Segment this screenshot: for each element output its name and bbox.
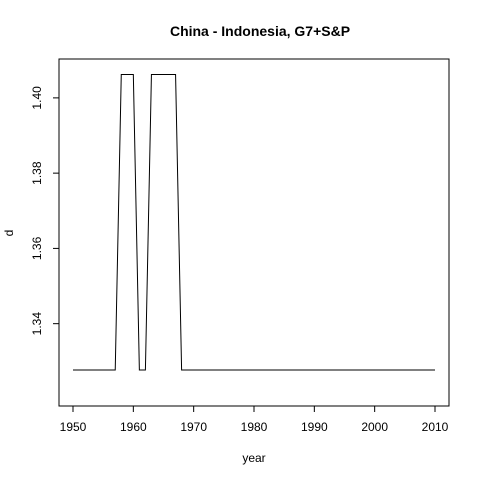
chart-title: China - Indonesia, G7+S&P	[170, 23, 350, 39]
y-axis: 1.34 1.36 1.38 1.40	[30, 86, 60, 336]
y-tick-label: 1.40	[30, 86, 44, 110]
plot-frame	[58, 58, 450, 407]
x-axis-label: year	[242, 451, 265, 465]
x-tick-label: 1950	[60, 420, 87, 434]
series-layer	[73, 74, 435, 371]
y-tick-label: 1.38	[30, 161, 44, 185]
x-tick-label: 1980	[241, 420, 268, 434]
y-tick-label: 1.34	[30, 312, 44, 336]
x-tick-label: 1960	[120, 420, 147, 434]
series-line	[73, 74, 435, 371]
x-tick-label: 2000	[361, 420, 388, 434]
x-tick-label: 1970	[180, 420, 207, 434]
x-tick-label: 1990	[301, 420, 328, 434]
y-axis-label: d	[2, 230, 16, 237]
y-tick-label: 1.36	[30, 236, 44, 260]
x-axis: 1950 1960 1970 1980 1990 2000 2010	[60, 405, 449, 434]
x-tick-label: 2010	[422, 420, 449, 434]
